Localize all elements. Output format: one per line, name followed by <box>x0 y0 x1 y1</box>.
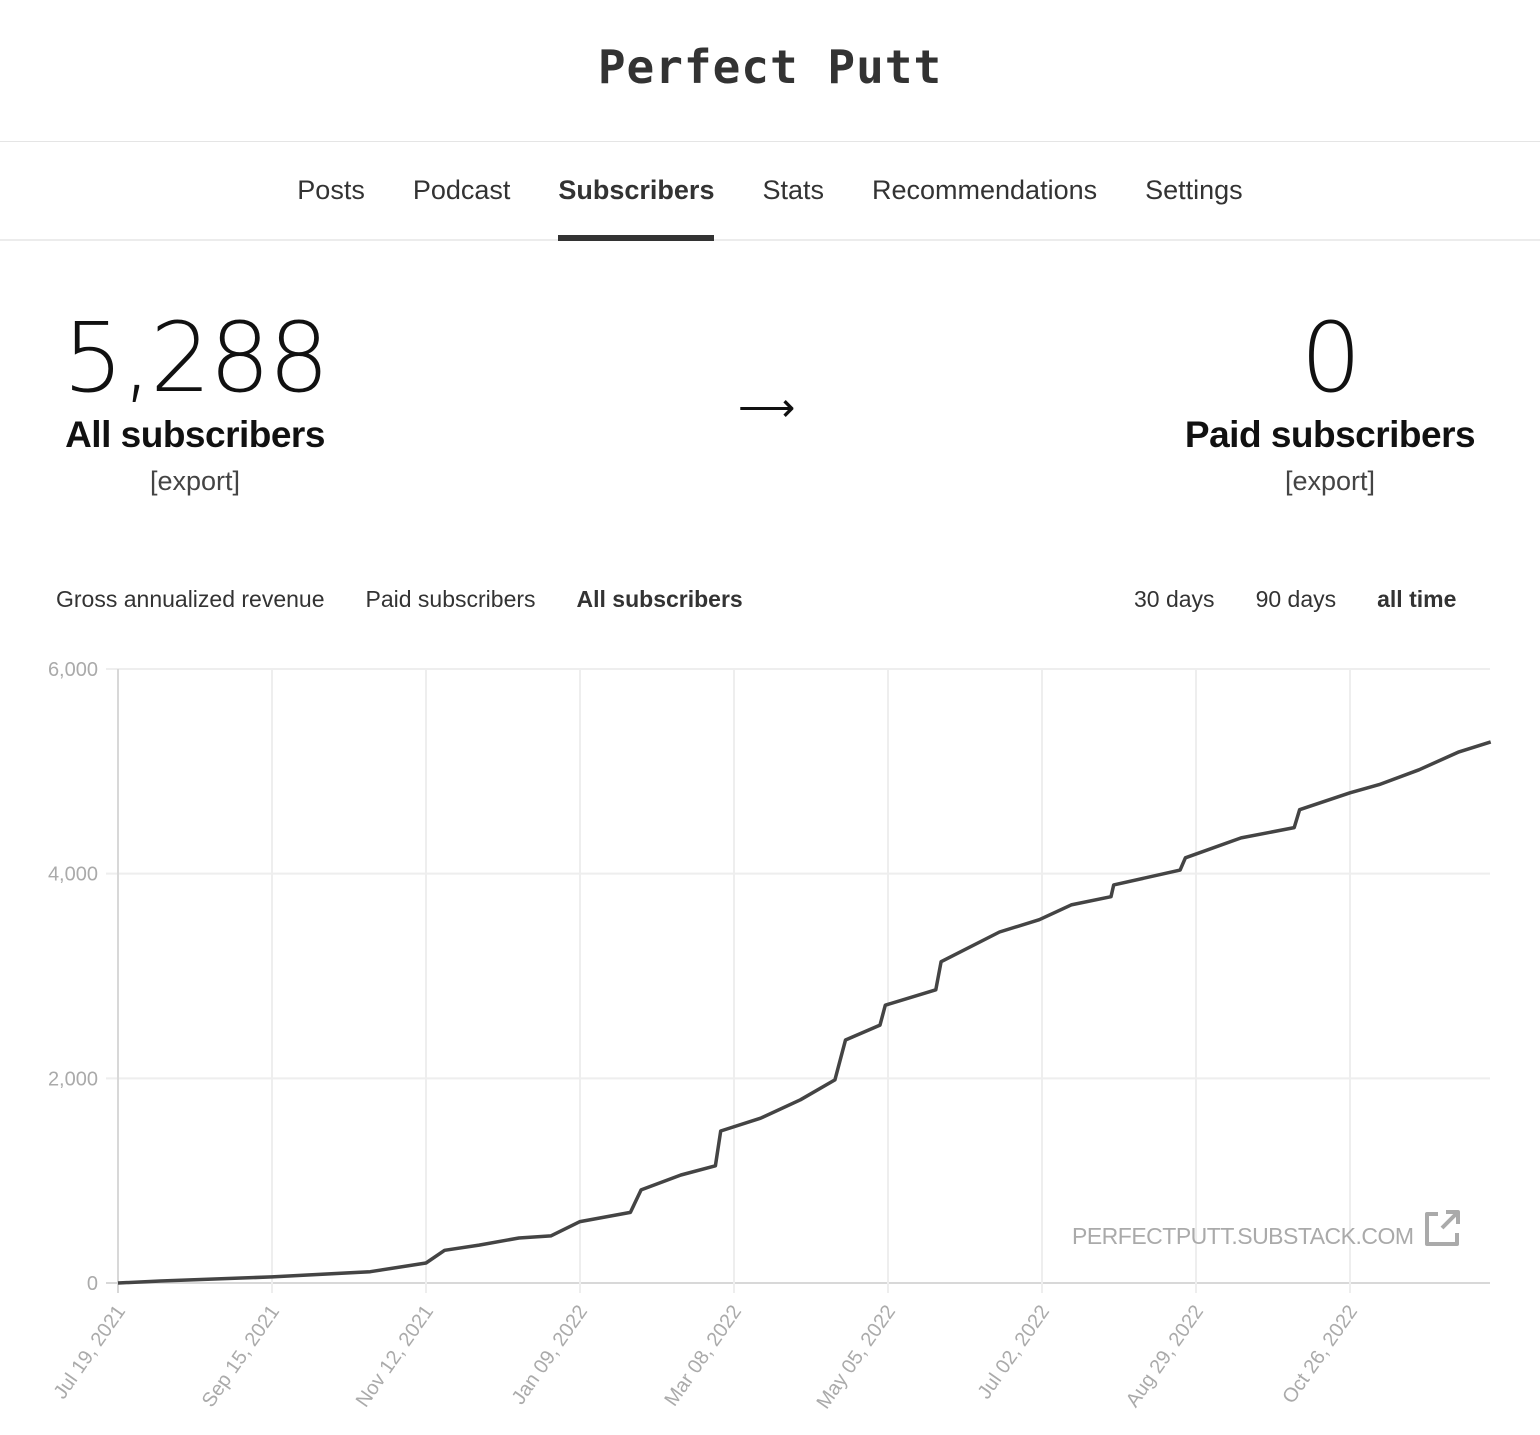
x-tick-label: Sep 15, 2021 <box>198 1301 284 1411</box>
export-all-link[interactable]: [export] <box>149 466 241 496</box>
nav-subscribers[interactable]: Subscribers <box>534 142 738 241</box>
x-tick-label: May 05, 2022 <box>813 1301 901 1413</box>
nav-settings[interactable]: Settings <box>1145 175 1243 205</box>
y-tick-label: 0 <box>87 1273 98 1295</box>
tab-30-days[interactable]: 30 days <box>1134 586 1215 612</box>
metric-tabs: Gross annualized revenue Paid subscriber… <box>56 586 743 613</box>
paid-subscribers-count: 0 <box>1300 302 1361 414</box>
nav-recommendations[interactable]: Recommendations <box>872 175 1098 205</box>
x-tick-label: Jul 19, 2021 <box>50 1301 131 1403</box>
x-tick-label: Mar 08, 2022 <box>660 1301 746 1410</box>
paid-subscribers-stat: 0 Paid subscribers [export] <box>1170 310 1490 497</box>
x-tick-label: Jan 09, 2022 <box>508 1301 592 1408</box>
all-subscribers-label: All subscribers <box>65 414 325 455</box>
all-subscribers-count: 5,288 <box>62 302 330 414</box>
y-tick-label: 6,000 <box>48 659 98 681</box>
tab-all-subscribers[interactable]: All subscribers <box>576 586 743 612</box>
publication-title: Perfect Putt <box>597 40 943 94</box>
main-nav: Posts Podcast Subscribers Stats Recommen… <box>0 142 1540 241</box>
export-paid-link[interactable]: [export] <box>1284 466 1376 496</box>
arrow-icon: ⟶ <box>738 386 796 430</box>
x-tick-label: Aug 29, 2022 <box>1122 1301 1208 1411</box>
nav-stats[interactable]: Stats <box>762 175 824 205</box>
tab-gross-revenue[interactable]: Gross annualized revenue <box>56 586 325 612</box>
y-tick-label: 2,000 <box>48 1068 98 1090</box>
external-link-icon[interactable] <box>1422 1208 1462 1248</box>
y-tick-label: 4,000 <box>48 864 98 886</box>
divider <box>0 141 1540 142</box>
x-tick-label: Jul 02, 2022 <box>974 1301 1055 1403</box>
range-tabs: 30 days 90 days all time <box>1134 586 1456 613</box>
paid-subscribers-label: Paid subscribers <box>1184 414 1476 455</box>
subscribers-line <box>117 740 1492 1285</box>
tab-90-days[interactable]: 90 days <box>1255 586 1337 612</box>
x-tick-label: Nov 12, 2021 <box>352 1301 438 1411</box>
tab-all-time[interactable]: all time <box>1377 586 1457 612</box>
tab-paid-subscribers[interactable]: Paid subscribers <box>365 586 536 612</box>
subscribers-chart: 0 2,000 4,000 6,000 Jul 19, 2021 Sep 15, 2021… <box>48 659 1492 1413</box>
all-subscribers-stat: 5,288 All subscribers [export] <box>45 310 345 497</box>
x-tick-label: Oct 26, 2022 <box>1278 1301 1362 1407</box>
watermark-text[interactable]: PERFECTPUTT.SUBSTACK.COM <box>1072 1223 1414 1249</box>
nav-posts[interactable]: Posts <box>297 175 365 205</box>
nav-podcast[interactable]: Podcast <box>412 175 511 205</box>
